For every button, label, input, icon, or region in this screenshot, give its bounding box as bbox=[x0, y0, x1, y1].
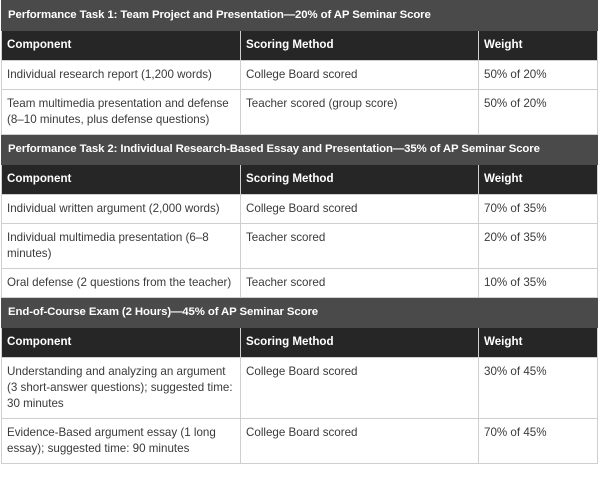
component-cell: Evidence-Based argument essay (1 long es… bbox=[1, 418, 241, 464]
weight-cell: 50% of 20% bbox=[478, 60, 598, 90]
weight-cell: 70% of 45% bbox=[478, 418, 598, 464]
section-header-exam: End-of-Course Exam (2 Hours)—45% of AP S… bbox=[1, 297, 598, 328]
column-header-weight: Weight bbox=[478, 30, 598, 61]
component-cell: Oral defense (2 questions from the teach… bbox=[1, 268, 241, 298]
scoring-method-cell: College Board scored bbox=[240, 357, 479, 419]
weight-cell: 20% of 35% bbox=[478, 223, 598, 269]
weight-cell: 10% of 35% bbox=[478, 268, 598, 298]
column-header-scoring-method: Scoring Method bbox=[240, 164, 479, 195]
scoring-method-cell: College Board scored bbox=[240, 194, 479, 224]
component-cell: Individual written argument (2,000 words… bbox=[1, 194, 241, 224]
scoring-method-cell: College Board scored bbox=[240, 60, 479, 90]
table-row: Understanding and analyzing an argument … bbox=[1, 357, 598, 419]
scoring-method-cell: Teacher scored (group score) bbox=[240, 89, 479, 135]
column-header-row: Component Scoring Method Weight bbox=[1, 327, 598, 358]
ap-seminar-scoring-table: Performance Task 1: Team Project and Pre… bbox=[1, 0, 598, 464]
section-header-task-2: Performance Task 2: Individual Research-… bbox=[1, 134, 598, 165]
weight-cell: 50% of 20% bbox=[478, 89, 598, 135]
table-row: Oral defense (2 questions from the teach… bbox=[1, 268, 598, 298]
table-row: Team multimedia presentation and defense… bbox=[1, 89, 598, 135]
component-cell: Team multimedia presentation and defense… bbox=[1, 89, 241, 135]
table-row: Individual research report (1,200 words)… bbox=[1, 60, 598, 90]
section-title: Performance Task 2: Individual Research-… bbox=[1, 134, 598, 165]
column-header-weight: Weight bbox=[478, 164, 598, 195]
scoring-method-cell: Teacher scored bbox=[240, 223, 479, 269]
component-cell: Understanding and analyzing an argument … bbox=[1, 357, 241, 419]
column-header-row: Component Scoring Method Weight bbox=[1, 30, 598, 61]
table-row: Evidence-Based argument essay (1 long es… bbox=[1, 418, 598, 464]
scoring-table-container: Performance Task 1: Team Project and Pre… bbox=[1, 0, 598, 464]
section-title: End-of-Course Exam (2 Hours)—45% of AP S… bbox=[1, 297, 598, 328]
weight-cell: 70% of 35% bbox=[478, 194, 598, 224]
section-title: Performance Task 1: Team Project and Pre… bbox=[1, 0, 598, 31]
table-row: Individual written argument (2,000 words… bbox=[1, 194, 598, 224]
column-header-component: Component bbox=[1, 164, 241, 195]
scoring-method-cell: Teacher scored bbox=[240, 268, 479, 298]
component-cell: Individual multimedia presentation (6–8 … bbox=[1, 223, 241, 269]
column-header-scoring-method: Scoring Method bbox=[240, 327, 479, 358]
section-header-task-1: Performance Task 1: Team Project and Pre… bbox=[1, 0, 598, 31]
column-header-weight: Weight bbox=[478, 327, 598, 358]
column-header-component: Component bbox=[1, 327, 241, 358]
column-header-scoring-method: Scoring Method bbox=[240, 30, 479, 61]
table-row: Individual multimedia presentation (6–8 … bbox=[1, 223, 598, 269]
component-cell: Individual research report (1,200 words) bbox=[1, 60, 241, 90]
column-header-component: Component bbox=[1, 30, 241, 61]
scoring-method-cell: College Board scored bbox=[240, 418, 479, 464]
column-header-row: Component Scoring Method Weight bbox=[1, 164, 598, 195]
weight-cell: 30% of 45% bbox=[478, 357, 598, 419]
